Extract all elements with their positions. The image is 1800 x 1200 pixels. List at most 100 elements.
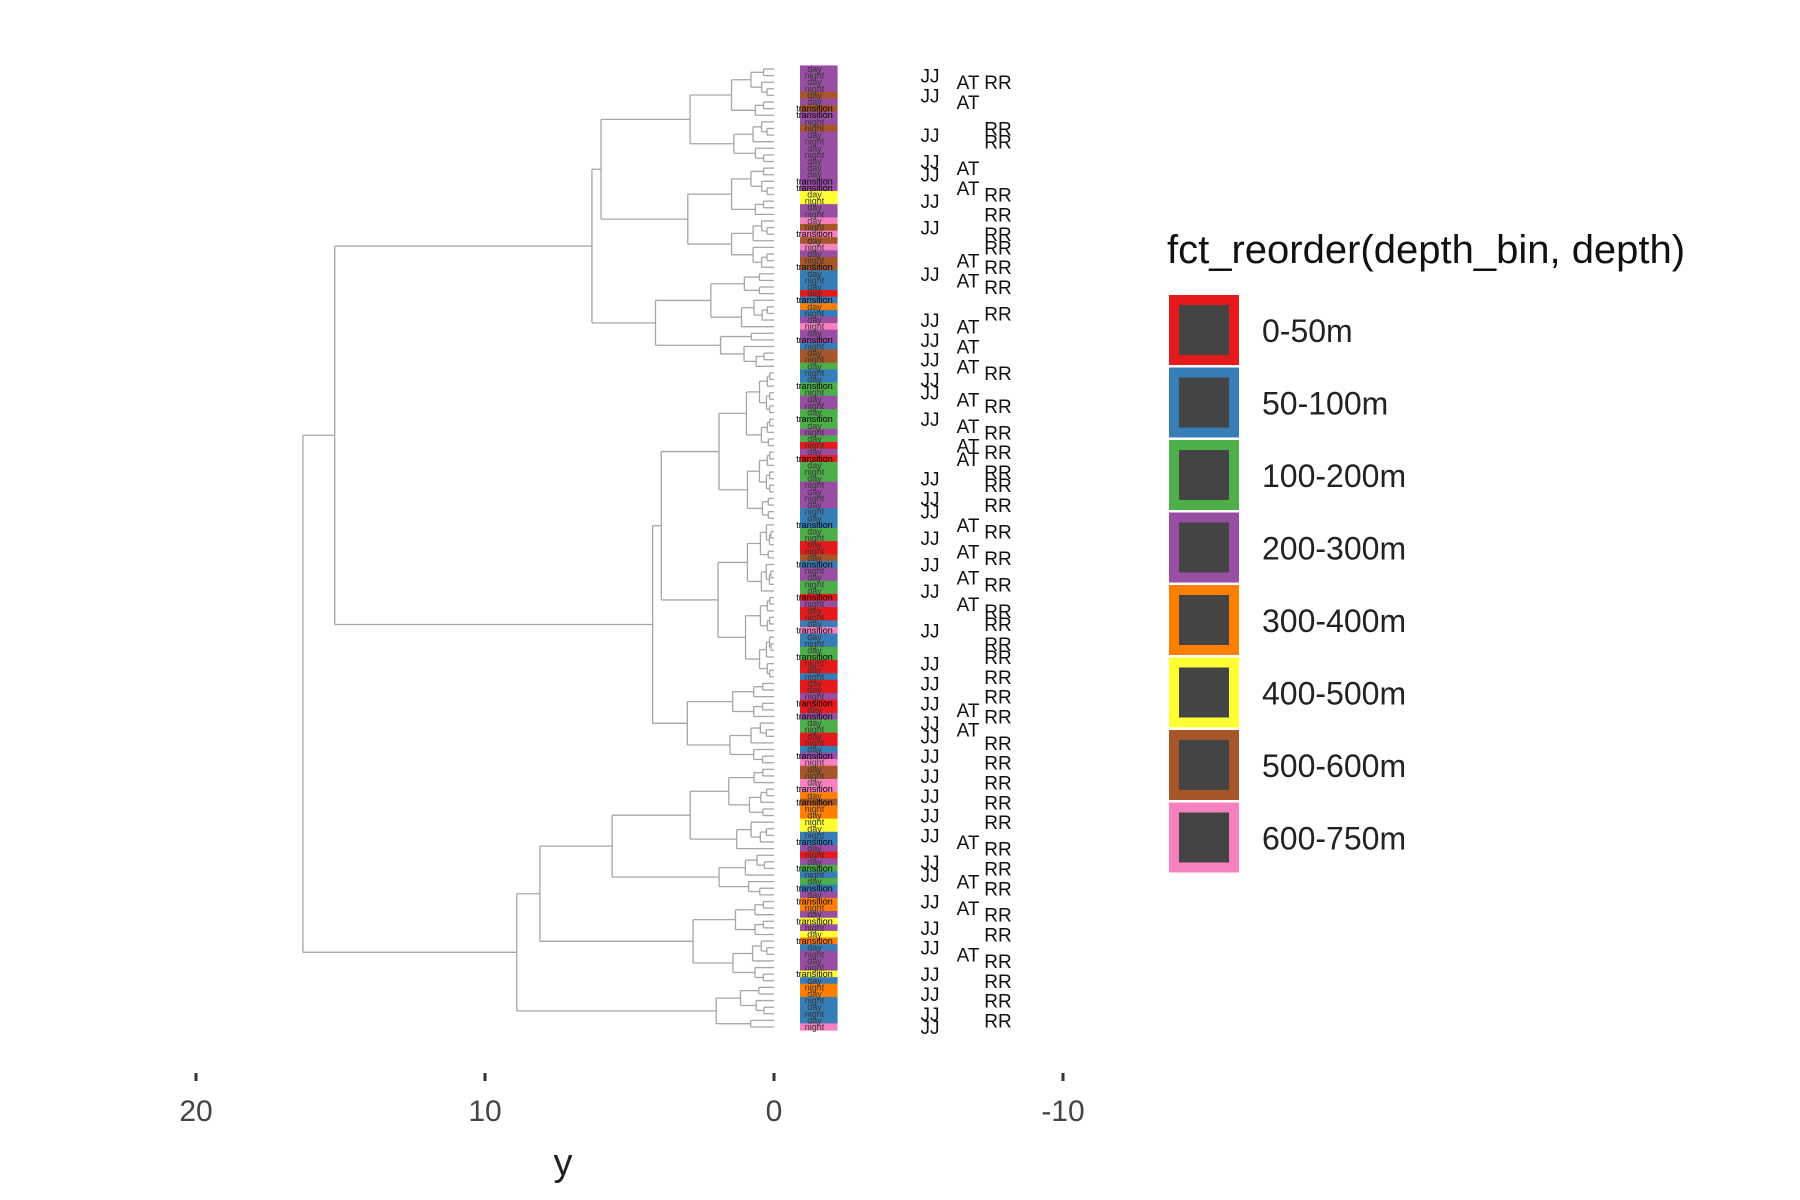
depth-tile: [800, 626, 838, 635]
legend: fct_reorder(depth_bin, depth) 0-50m 50-10…: [1167, 228, 1685, 873]
leaf-time-label: transition: [796, 454, 833, 464]
leaf-time-label: day: [807, 203, 822, 213]
initials-label: AT: [957, 569, 980, 590]
depth-tile: [800, 996, 838, 1005]
depth-tile: [800, 587, 838, 595]
leaf-time-label: night: [805, 1009, 825, 1019]
initials-label: RR: [984, 133, 1011, 154]
leaf-time-label: day: [807, 665, 822, 675]
initials-label: RR: [984, 1011, 1011, 1032]
depth-tile: [800, 904, 838, 912]
leaf-time-label: transition: [796, 229, 833, 239]
depth-tile: [800, 250, 838, 258]
depth-tile: [800, 607, 838, 615]
depth-tile: [800, 772, 838, 780]
leaf-time-label: night: [805, 427, 825, 437]
depth-tile: [800, 157, 838, 166]
depth-tile: [800, 475, 838, 483]
depth-tile: [800, 983, 838, 991]
depth-bin-tiles: [800, 65, 838, 1031]
leaf-time-label: day: [807, 474, 822, 484]
leaf-time-label: day: [807, 930, 822, 940]
leaf-time-label: night: [805, 256, 825, 266]
depth-tile: [800, 190, 838, 199]
leaf-time-label: day: [807, 778, 822, 788]
leaf-time-label: night: [805, 242, 825, 252]
leaf-time-label: transition: [796, 262, 833, 272]
initials-label: AT: [957, 833, 980, 854]
initials-label: RR: [984, 879, 1011, 900]
initials-label: JJ: [921, 67, 940, 88]
depth-tile: [800, 448, 838, 456]
depth-tile: [800, 778, 838, 787]
depth-tile: [800, 950, 838, 958]
depth-tile: [800, 144, 838, 152]
leaf-time-label: night: [805, 612, 825, 622]
initials-label: JJ: [921, 714, 940, 735]
initials-label: RR: [984, 258, 1011, 279]
depth-tile: [800, 124, 838, 133]
leaf-time-label: transition: [796, 560, 833, 570]
initials-label: JJ: [921, 470, 940, 491]
leaf-time-label: day: [807, 269, 822, 279]
initials-label: AT: [957, 437, 980, 458]
leaf-time-label: transition: [796, 969, 833, 979]
depth-tile: [800, 706, 838, 714]
initials-label: JJ: [921, 582, 940, 603]
initials-label: JJ: [921, 529, 940, 550]
depth-tile: [800, 660, 838, 668]
depth-tile: [800, 1010, 838, 1018]
initials-label: RR: [984, 734, 1011, 755]
depth-tile: [800, 171, 838, 179]
leaf-time-label: day: [807, 619, 822, 629]
initials-label: RR: [984, 496, 1011, 517]
legend-swatch-fill: [1179, 450, 1229, 500]
depth-tile: [800, 712, 838, 721]
depth-tile: [800, 461, 838, 470]
leaf-time-label: night: [805, 507, 825, 517]
depth-tile: [800, 666, 838, 674]
depth-tile: [800, 501, 838, 509]
initials-label: JJ: [921, 939, 940, 960]
leaf-time-label: day: [807, 361, 822, 371]
depth-tile: [800, 732, 838, 740]
depth-tile: [800, 256, 838, 265]
legend-swatch-fill: [1179, 522, 1229, 573]
leaf-time-label: day: [807, 731, 822, 741]
initials-label: AT: [957, 159, 980, 180]
leaf-time-label: night: [805, 804, 825, 814]
initials-label: JJ: [921, 1018, 940, 1039]
leaf-time-label: day: [807, 190, 822, 200]
initials-label: JJ: [921, 219, 940, 240]
legend-label: 400-500m: [1262, 676, 1406, 712]
depth-tile: [800, 864, 838, 873]
initials-label: AT: [957, 945, 980, 966]
leaf-time-label: night: [805, 1022, 825, 1032]
depth-tile: [800, 151, 838, 159]
leaf-time-label: night: [805, 738, 825, 748]
leaf-time-label: night: [805, 903, 825, 913]
legend-swatch-fill: [1179, 595, 1229, 645]
depth-tile: [800, 752, 838, 760]
initials-label: RR: [984, 476, 1011, 497]
initials-label: JJ: [921, 892, 940, 913]
depth-tile: [800, 726, 838, 734]
depth-tile: [800, 488, 838, 496]
leaf-time-label: day: [807, 460, 822, 470]
depth-tile: [800, 382, 838, 390]
leaf-time-label: night: [805, 341, 825, 351]
leaf-time-label: day: [807, 375, 822, 385]
depth-tile: [800, 911, 838, 919]
leaf-time-label: transition: [796, 916, 833, 926]
initials-label: AT: [957, 179, 980, 200]
initials-label: JJ: [921, 622, 940, 643]
initials-label: RR: [984, 364, 1011, 385]
depth-tile: [800, 375, 838, 384]
leaf-time-label: day: [807, 844, 822, 854]
leaf-time-label: day: [807, 718, 822, 728]
leaf-time-label: day: [807, 553, 822, 563]
depth-tile: [800, 342, 838, 351]
initials-label: AT: [957, 318, 980, 339]
leaf-time-label: night: [805, 196, 825, 206]
depth-tile: [800, 560, 838, 569]
